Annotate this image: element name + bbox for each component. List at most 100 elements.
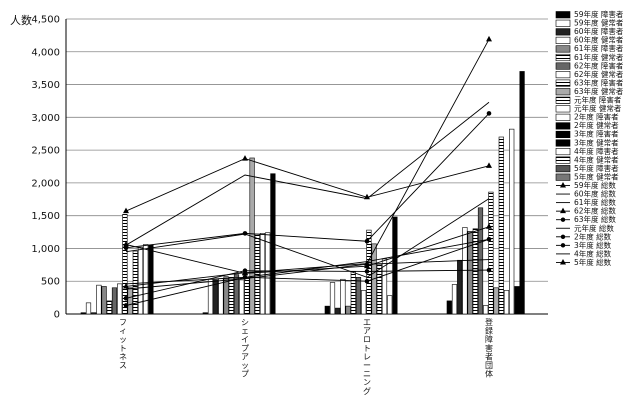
y-tick-label: 500 <box>41 277 60 288</box>
bar <box>80 312 86 315</box>
legend-entry: 3年度 健常者 <box>555 137 619 147</box>
svg-text:4年度 総数: 4年度 総数 <box>574 248 612 258</box>
bar <box>127 287 133 315</box>
bar <box>96 284 102 315</box>
bar <box>218 278 224 315</box>
legend-entry: 63年度 障害者 <box>555 77 624 87</box>
bar <box>335 307 341 315</box>
line-point <box>242 155 248 161</box>
legend-entry: 59年度 総数 <box>556 180 616 190</box>
legend-entry: 60年度 障害者 <box>555 26 624 36</box>
bar <box>519 71 525 315</box>
svg-text:62年度 健常者: 62年度 健常者 <box>574 69 624 79</box>
legend-entry: 元年度 健常者 <box>555 103 622 113</box>
bar <box>472 228 478 315</box>
bar <box>355 276 362 315</box>
svg-text:5年度 障害者: 5年度 障害者 <box>574 163 619 173</box>
y-tick-label: 1,000 <box>31 244 60 255</box>
bar <box>202 312 208 315</box>
bar <box>148 244 154 315</box>
legend-entry: 59年度 障害者 <box>555 9 624 19</box>
line-point <box>364 278 370 284</box>
svg-text:61年度 総数: 61年度 総数 <box>574 197 616 207</box>
svg-text:62年度 障害者: 62年度 障害者 <box>574 60 624 70</box>
svg-text:ネ: ネ <box>119 352 127 361</box>
svg-text:60年度 障害者: 60年度 障害者 <box>574 26 624 36</box>
bar <box>117 283 123 315</box>
svg-text:2年度 健常者: 2年度 健常者 <box>574 120 619 130</box>
legend-entry: 61年度 健常者 <box>555 52 624 62</box>
svg-text:63年度 障害者: 63年度 障害者 <box>574 77 624 87</box>
bar <box>106 300 112 315</box>
svg-text:3年度 総数: 3年度 総数 <box>574 240 612 250</box>
y-tick-label: 2,000 <box>31 178 60 189</box>
line-point <box>486 267 492 273</box>
svg-text:イ: イ <box>241 335 249 344</box>
legend-entry: 元年度 障害者 <box>555 95 622 105</box>
legend-entry: 2年度 健常者 <box>555 120 619 130</box>
legend-entry: 3年度 障害者 <box>555 129 619 139</box>
bar <box>254 233 260 315</box>
bar <box>488 191 494 315</box>
svg-text:63年度 総数: 63年度 総数 <box>574 214 616 224</box>
legend-entry: 5年度 障害者 <box>555 163 619 173</box>
bar <box>503 290 510 315</box>
legend-entry: 4年度 健常者 <box>555 154 619 164</box>
line-point <box>364 260 370 266</box>
bar <box>329 282 336 315</box>
bar <box>467 231 473 315</box>
bar <box>228 276 234 315</box>
svg-text:ィ: ィ <box>119 327 127 336</box>
svg-text:ー: ー <box>363 361 371 370</box>
bar <box>132 250 138 315</box>
line-point <box>486 35 492 42</box>
legend-entry: 61年度 総数 <box>556 197 616 207</box>
legend-entry: 62年度 健常者 <box>555 69 624 79</box>
bar <box>265 232 271 315</box>
line-point <box>242 269 248 275</box>
legend-entry: 4年度 障害者 <box>555 146 619 156</box>
bar <box>91 312 97 315</box>
svg-text:2年度 総数: 2年度 総数 <box>574 231 612 241</box>
svg-text:録: 録 <box>485 326 493 336</box>
series-line <box>125 238 490 285</box>
svg-text:シ: シ <box>241 318 249 327</box>
line-point <box>486 236 492 242</box>
bar <box>111 287 118 315</box>
bar <box>514 286 520 315</box>
bar <box>207 278 214 315</box>
series-line <box>125 158 490 212</box>
bar-series <box>80 71 525 315</box>
legend-entry: 4年度 総数 <box>556 248 612 258</box>
svg-text:元年度 健常者: 元年度 健常者 <box>574 103 622 113</box>
bar <box>244 278 250 315</box>
bar <box>457 259 463 315</box>
bar <box>137 246 144 315</box>
bar <box>509 128 515 315</box>
legend-entry: 3年度 総数 <box>556 240 612 250</box>
svg-text:62年度 総数: 62年度 総数 <box>574 206 616 216</box>
line-point <box>123 303 129 308</box>
svg-text:ト: ト <box>363 344 371 353</box>
svg-text:59年度 健常者: 59年度 健常者 <box>574 18 624 28</box>
svg-text:プ: プ <box>241 344 249 353</box>
series-line <box>125 113 490 249</box>
svg-text:61年度 障害者: 61年度 障害者 <box>574 43 624 53</box>
svg-text:団: 団 <box>485 361 493 370</box>
svg-text:元年度 総数: 元年度 総数 <box>574 223 614 233</box>
svg-text:レ: レ <box>363 352 371 361</box>
y-tick-label: 4,500 <box>31 15 60 26</box>
svg-text:5年度 総数: 5年度 総数 <box>574 257 612 267</box>
svg-text:障: 障 <box>485 334 493 344</box>
line-point <box>364 238 370 244</box>
line-point <box>123 282 129 289</box>
y-tick-label: 0 <box>54 310 60 321</box>
svg-text:エ: エ <box>363 318 371 327</box>
line-point <box>486 223 492 229</box>
